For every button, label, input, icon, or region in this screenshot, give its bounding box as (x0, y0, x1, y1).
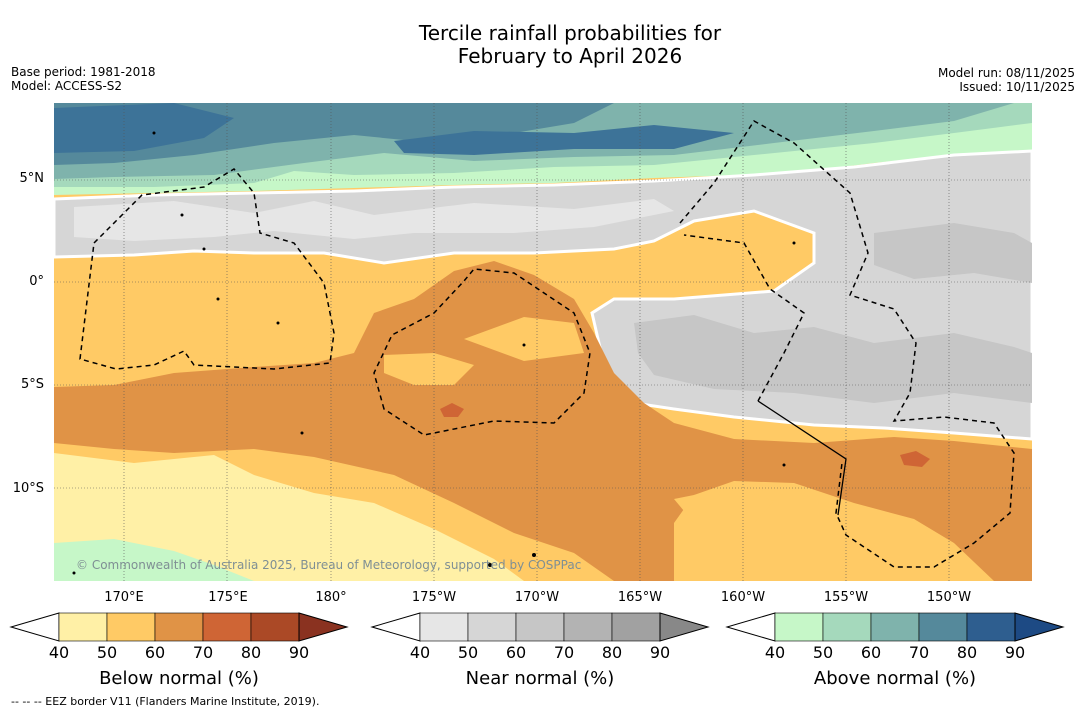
tick-above-60: 60 (860, 643, 882, 662)
tick-below-60: 60 (144, 643, 166, 662)
lon-label-165w: 165°W (617, 590, 663, 605)
colorbar-extend-high (659, 612, 710, 642)
colorbar-segment (870, 612, 920, 642)
tick-near-40: 40 (409, 643, 431, 662)
tick-near-90: 90 (649, 643, 671, 662)
lon-label-180: 180° (315, 590, 347, 605)
above-normal-90 (54, 103, 734, 155)
colorbar-segment (515, 612, 565, 642)
tick-below-40: 40 (48, 643, 70, 662)
below-normal-light (54, 453, 524, 581)
tick-near-80: 80 (601, 643, 623, 662)
rainfall-map (54, 103, 1032, 581)
tick-near-50: 50 (457, 643, 479, 662)
tick-near-70: 70 (553, 643, 575, 662)
lat-label-10s: 10°S (12, 481, 44, 496)
lon-label-170e: 170°E (104, 590, 144, 605)
lon-label-175e: 175°E (208, 590, 248, 605)
meta-left: Base period: 1981-2018 Model: ACCESS-S2 (11, 65, 156, 93)
near-normal-light (74, 199, 674, 241)
eez-solid-border (757, 400, 847, 516)
map-credit: © Commonwealth of Australia 2025, Bureau… (76, 558, 582, 572)
colorbar-segment (106, 612, 156, 642)
colorbar-near-normal (370, 612, 710, 642)
base-period: Base period: 1981-2018 (11, 65, 156, 79)
tick-above-70: 70 (908, 643, 930, 662)
colorbar-title-below: Below normal (%) (99, 668, 259, 689)
lon-label-150w: 150°W (926, 590, 972, 605)
tick-near-60: 60 (505, 643, 527, 662)
meta-right: Model run: 08/11/2025 Issued: 10/11/2025 (938, 66, 1075, 94)
lat-label-0: 0° (29, 274, 44, 289)
colorbar-segment (154, 612, 204, 642)
colorbar-segment (58, 612, 108, 642)
colorbar-extend-low (725, 612, 776, 642)
colorbar-segment (250, 612, 300, 642)
map-title: Tercile rainfall probabilities for Febru… (0, 22, 1085, 68)
title-line-1: Tercile rainfall probabilities for (418, 21, 722, 45)
tick-above-90: 90 (1004, 643, 1026, 662)
lon-label-175w: 175°W (411, 590, 457, 605)
eez-footnote: -- -- -- EEZ border V11 (Flanders Marine… (11, 695, 320, 708)
above-normal-bottom (54, 539, 254, 581)
colorbar-extend-low (9, 612, 60, 642)
colorbar-segment (611, 612, 661, 642)
colorbar-above-normal (725, 612, 1065, 642)
title-line-2: February to April 2026 (457, 44, 683, 68)
colorbar-below-normal (9, 612, 349, 642)
tick-above-80: 80 (956, 643, 978, 662)
tick-above-40: 40 (764, 643, 786, 662)
colorbar-extend-high (1014, 612, 1065, 642)
lon-label-155w: 155°W (823, 590, 869, 605)
model-name: Model: ACCESS-S2 (11, 79, 123, 93)
tick-below-80: 80 (240, 643, 262, 662)
colorbar-segment (563, 612, 613, 642)
colorbar-segment (774, 612, 824, 642)
issued-date: Issued: 10/11/2025 (959, 80, 1075, 94)
colorbar-segment (467, 612, 517, 642)
below-normal-60 (54, 261, 1032, 581)
near-normal-dark (634, 223, 1032, 403)
model-run: Model run: 08/11/2025 (937, 66, 1075, 80)
colorbar-segment (918, 612, 968, 642)
colorbar-title-above: Above normal (%) (813, 668, 977, 689)
tick-below-70: 70 (192, 643, 214, 662)
lon-label-170w: 170°W (514, 590, 560, 605)
colorbar-segment (419, 612, 469, 642)
colorbar-extend-high (298, 612, 349, 642)
colorbar-segment (822, 612, 872, 642)
islands (72, 131, 796, 575)
tick-below-90: 90 (288, 643, 310, 662)
colorbar-segment (966, 612, 1016, 642)
below-normal-lighter-blob (174, 317, 774, 523)
colorbar-title-near: Near normal (%) (465, 668, 615, 689)
eez-borders (79, 120, 1015, 568)
colorbars (9, 612, 1065, 642)
lat-label-5n: 5°N (19, 171, 45, 186)
lon-label-160w: 160°W (720, 590, 766, 605)
tick-above-50: 50 (812, 643, 834, 662)
lat-label-5s: 5°S (20, 377, 44, 392)
tick-below-50: 50 (96, 643, 118, 662)
colorbar-segment (202, 612, 252, 642)
colorbar-extend-low (370, 612, 421, 642)
